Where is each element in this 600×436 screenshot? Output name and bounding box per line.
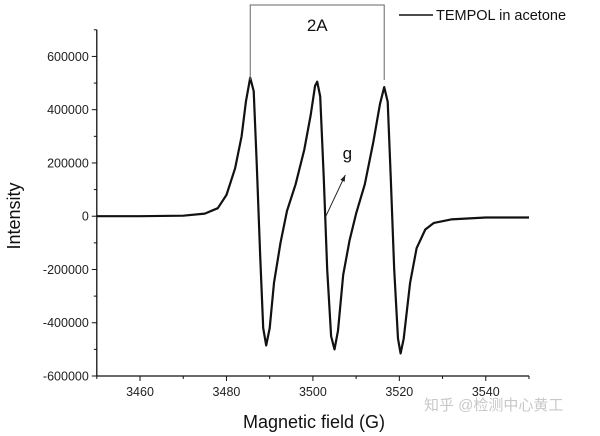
x-axis-title: Magnetic field (G) [243,412,385,432]
arrow-g-line [325,174,346,217]
x-tick-label: 3460 [126,385,154,399]
y-tick-label: -600000 [43,370,89,384]
x-tick-label: 3500 [299,385,327,399]
watermark: 知乎 @检测中心黄工 [424,397,563,414]
legend-label: TEMPOL in acetone [436,8,566,24]
annotations: 2A g [249,4,385,217]
y-tick-label: 0 [82,210,89,224]
y-tick-label: -200000 [43,263,89,277]
bracket-2a [249,4,385,80]
arrow-label-g: g [343,144,352,163]
bracket-label: 2A [307,16,328,35]
axes [96,29,529,377]
x-tick-label: 3540 [472,385,500,399]
y-tick-label: -400000 [43,316,89,330]
y-tick-label: 600000 [47,50,89,64]
x-tick-label: 3480 [213,385,241,399]
y-tick-label: 200000 [47,156,89,170]
arrow-head-icon [340,174,346,182]
y-tick-label: 400000 [47,103,89,117]
y-axis-title: Intensity [4,182,24,249]
series-line-tempol [96,76,529,355]
ticks: 3460 3480 3500 3520 3540 -600000 -400000 -20000… [43,29,530,399]
x-tick-label: 3520 [385,385,413,399]
